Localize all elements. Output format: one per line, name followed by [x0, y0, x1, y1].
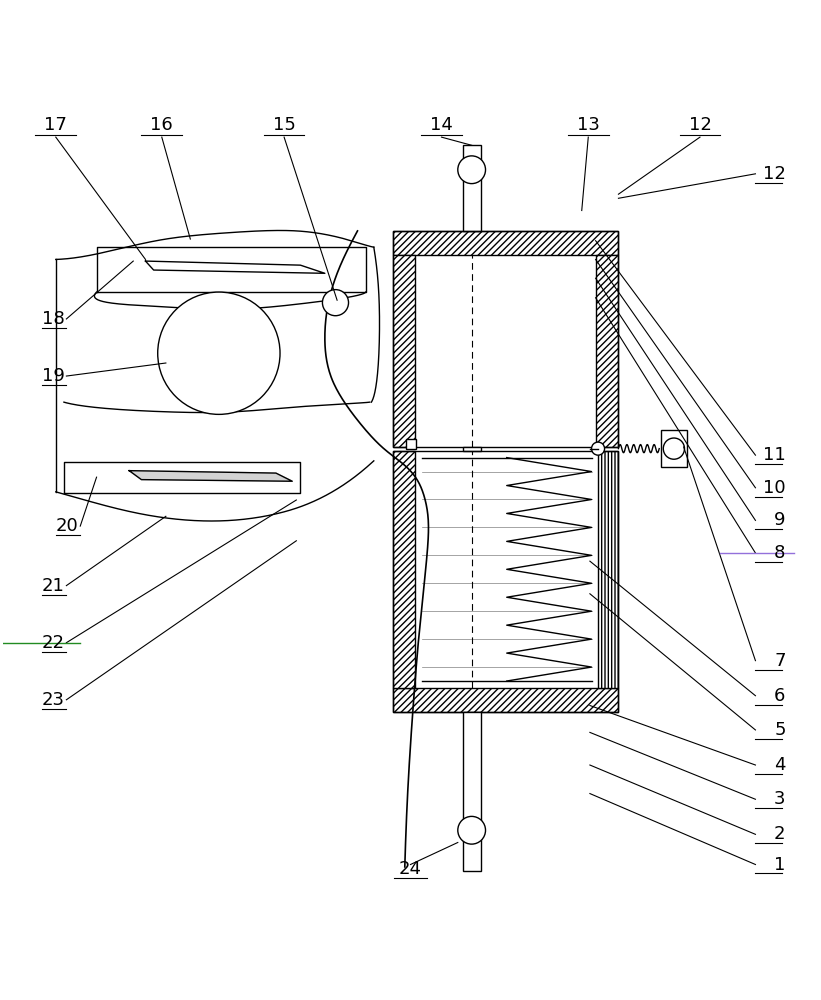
Text: 9: 9	[774, 511, 786, 529]
Bar	[392, 451, 618, 712]
Bar	[392, 451, 415, 688]
Text: 20: 20	[56, 517, 79, 535]
Text: 22: 22	[42, 634, 65, 652]
Bar	[406, 439, 416, 449]
Text: 5: 5	[774, 721, 786, 739]
Bar	[463, 145, 480, 231]
Text: 10: 10	[763, 479, 786, 497]
Polygon shape	[129, 471, 292, 481]
Bar	[595, 255, 618, 447]
Text: 18: 18	[42, 310, 65, 328]
Bar	[415, 451, 598, 688]
Text: 4: 4	[774, 756, 786, 774]
Circle shape	[458, 156, 485, 184]
Circle shape	[663, 438, 685, 459]
Bar	[463, 712, 480, 871]
Text: 2: 2	[774, 825, 786, 843]
Bar	[392, 688, 618, 712]
Bar	[392, 231, 618, 255]
Text: 17: 17	[44, 116, 67, 134]
Polygon shape	[145, 261, 325, 273]
Circle shape	[458, 816, 485, 844]
Bar	[415, 255, 595, 447]
Bar	[463, 447, 480, 451]
Bar	[598, 451, 618, 688]
Circle shape	[591, 442, 604, 455]
Text: 6: 6	[774, 687, 786, 705]
Bar	[392, 231, 618, 447]
Text: 15: 15	[273, 116, 296, 134]
Text: 3: 3	[774, 790, 786, 808]
Text: 11: 11	[763, 446, 786, 464]
Text: 14: 14	[430, 116, 453, 134]
Text: 19: 19	[42, 367, 65, 385]
Circle shape	[158, 292, 280, 414]
Text: 23: 23	[42, 691, 65, 709]
Text: 16: 16	[150, 116, 173, 134]
Text: 12: 12	[689, 116, 712, 134]
Text: 21: 21	[42, 577, 65, 595]
Circle shape	[323, 290, 349, 316]
Text: 7: 7	[774, 652, 786, 670]
Text: 12: 12	[763, 165, 786, 183]
Bar	[392, 255, 415, 447]
Text: 13: 13	[577, 116, 599, 134]
Text: 24: 24	[399, 860, 422, 878]
Text: 8: 8	[774, 544, 786, 562]
Bar	[661, 430, 687, 467]
Text: 1: 1	[774, 856, 786, 874]
